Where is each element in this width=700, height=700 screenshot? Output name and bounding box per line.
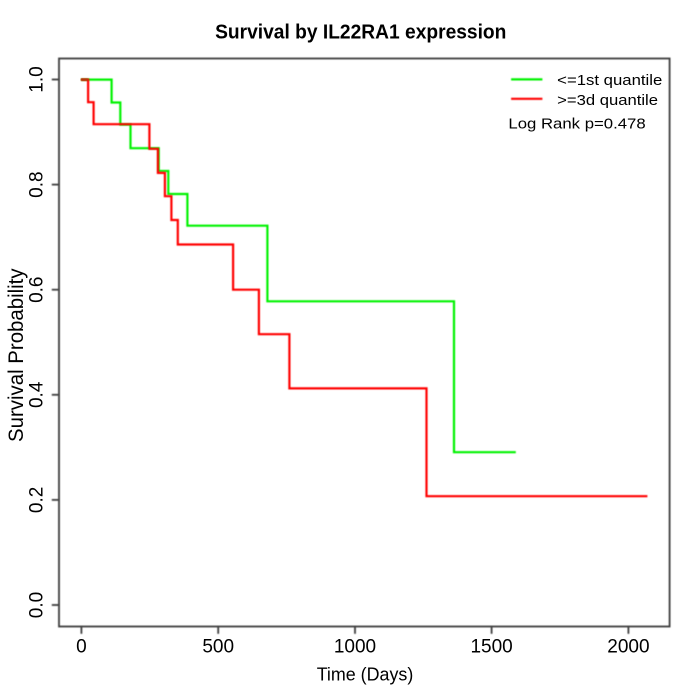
svg-text:Log Rank p=0.478: Log Rank p=0.478 (508, 116, 645, 133)
svg-text:1000: 1000 (334, 636, 376, 657)
svg-text:0.6: 0.6 (26, 276, 47, 302)
svg-text:<=1st quantile: <=1st quantile (557, 72, 662, 89)
svg-text:500: 500 (202, 636, 234, 657)
svg-text:0.4: 0.4 (26, 381, 47, 408)
svg-text:Survival Probability: Survival Probability (5, 268, 28, 442)
svg-text:Time (Days): Time (Days) (317, 664, 414, 685)
svg-text:0.2: 0.2 (26, 487, 47, 513)
svg-text:1.0: 1.0 (26, 66, 47, 92)
svg-text:0: 0 (76, 636, 87, 657)
svg-text:0.0: 0.0 (26, 592, 47, 618)
svg-text:>=3d quantile: >=3d quantile (557, 92, 658, 109)
svg-text:2000: 2000 (607, 636, 649, 657)
svg-text:1500: 1500 (470, 636, 512, 657)
svg-text:Survival by IL22RA1 expression: Survival by IL22RA1 expression (215, 20, 506, 43)
svg-text:0.8: 0.8 (26, 171, 47, 197)
